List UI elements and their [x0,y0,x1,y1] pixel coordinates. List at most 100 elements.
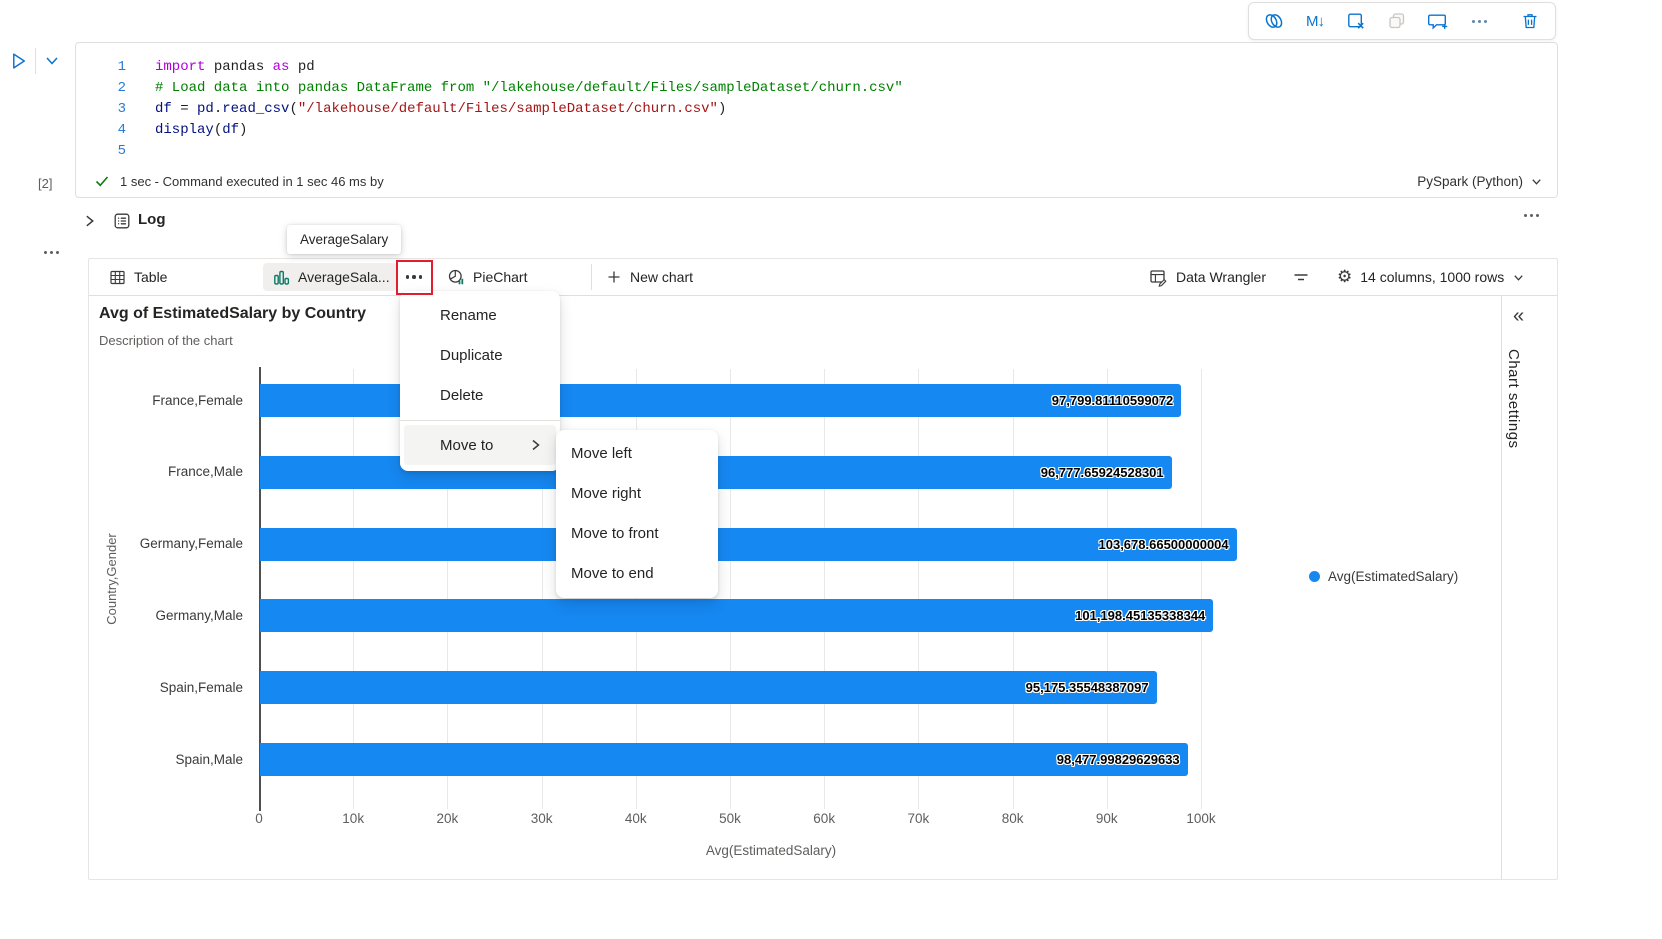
code-text[interactable]: df = pd.read_csv("/lakehouse/default/Fil… [155,101,727,117]
tab-piechart-label: PieChart [473,269,528,285]
chart-tab-more-icon[interactable] [399,263,429,291]
legend-swatch [1309,571,1320,582]
code-line: 1 import pandas as pd [76,57,1557,78]
x-tick-label: 60k [813,811,836,826]
bar-value-label: 96,777.65924528301 [1040,464,1164,480]
gridline [918,369,920,809]
x-tick-label: 70k [907,811,930,826]
chart-subtitle: Description of the chart [99,333,233,348]
legend-item[interactable]: Avg(EstimatedSalary) [1309,569,1458,584]
legend-label: Avg(EstimatedSalary) [1328,569,1459,584]
divider [591,264,592,290]
columns-rows-summary[interactable]: ⚙ 14 columns, 1000 rows [1337,259,1525,295]
new-chart-button[interactable]: New chart [606,259,693,295]
x-tick-label: 40k [624,811,647,826]
tab-table[interactable]: Table [109,259,167,295]
x-tick-label: 80k [1001,811,1024,826]
annotation-highlight-box [396,260,433,295]
comment-add-icon[interactable] [1427,11,1449,31]
line-number: 4 [117,122,126,138]
x-axis-title: Avg(EstimatedSalary) [705,843,837,858]
x-tick-label: 0 [255,811,263,826]
data-wrangler-button[interactable]: Data Wrangler [1149,259,1266,295]
y-axis-label: France,Female [152,392,243,408]
gridline [1201,369,1202,809]
submenu-item-move-left[interactable]: Move left [571,445,632,462]
gridline [824,369,826,809]
x-tick-label: 30k [530,811,553,826]
bar-chart-icon [273,269,290,286]
code-line: 4 display(df) [76,120,1557,141]
log-expand-chevron-icon[interactable] [82,213,97,229]
x-tick-label: 50k [719,811,741,826]
collapse-cell-icon[interactable] [44,54,60,68]
menu-item-duplicate[interactable]: Duplicate [440,347,503,364]
more-icon[interactable] [1468,11,1490,31]
menu-item-move-to[interactable]: Move to [404,425,556,465]
chart-bar: 95,175.35548387097 [260,671,1157,705]
menu-item-delete[interactable]: Delete [440,387,484,404]
copilot-icon[interactable] [1263,11,1285,31]
log-more-icon[interactable] [1524,214,1539,217]
execution-count: [2] [38,176,53,191]
copy-icon [1386,11,1408,31]
cell-status-bar: 1 sec - Command executed in 1 sec 46 ms … [94,173,1543,189]
code-text[interactable]: display(df) [155,122,248,138]
clear-cell-icon[interactable] [1345,11,1367,31]
chart-bar: 98,477.99829629633 [260,743,1188,776]
code-cell: 1 import pandas as pd 2 # Load data into pa… [75,42,1558,198]
submenu-item-move-right[interactable]: Move right [571,485,642,502]
plot-area: Country,Gender Avg(EstimatedSalary) Avg(… [89,259,1557,879]
y-axis-label: Germany,Female [139,536,243,552]
markdown-icon[interactable]: M↓ [1306,12,1325,30]
delete-icon[interactable] [1519,11,1541,31]
data-wrangler-label: Data Wrangler [1176,269,1267,285]
data-wrangler-icon [1149,268,1168,287]
submenu-item-move-to-end[interactable]: Move to end [571,565,654,582]
tab-average-salary-label: AverageSala... [298,269,390,285]
context-submenu: Move left Move right Move to front Move to … [556,430,718,598]
submenu-item-move-to-front[interactable]: Move to front [571,525,659,542]
cell-more-icon[interactable] [44,251,59,254]
chart-settings-label[interactable]: Chart settings [1505,349,1522,449]
plus-icon [606,269,622,285]
x-tick-label: 100k [1186,811,1216,826]
line-number: 2 [117,80,126,96]
bar-value-label: 95,175.35548387097 [1025,680,1149,696]
table-grid-icon [109,269,126,286]
chart-output-region: Table AverageSala... PieChart [88,258,1558,880]
divider [1501,295,1502,879]
submenu-items: Move left Move right Move to front Move to … [556,434,718,594]
menu-item-rename[interactable]: Rename [440,307,497,324]
new-chart-label: New chart [630,269,694,285]
tab-average-salary[interactable]: AverageSala... [263,263,397,291]
log-section-label[interactable]: Log [138,211,166,228]
line-number: 3 [117,101,126,117]
gridline [447,369,449,809]
cell-toolbar: M↓ [1248,2,1556,40]
success-check-icon [94,173,110,189]
y-axis-label: Spain,Male [175,751,243,767]
tab-piechart[interactable]: PieChart [447,259,527,295]
context-menu: Rename Duplicate Delete Move to [400,291,560,471]
code-text[interactable]: # Load data into pandas DataFrame from "… [155,80,903,96]
run-cell-button[interactable] [8,50,29,72]
y-axis-line [259,367,261,811]
bar-value-label: 103,678.66500000004 [1098,536,1229,552]
gridline [730,369,731,809]
gridline [1012,369,1014,809]
code-text[interactable]: import pandas as pd [155,59,315,75]
summary-label: 14 columns, 1000 rows [1360,269,1505,285]
x-tick-label: 20k [436,811,459,826]
filter-icon[interactable] [1291,259,1311,295]
code-text[interactable] [126,143,155,159]
code-line: 3 df = pd.read_csv("/lakehouse/default/Fi… [76,99,1557,120]
collapse-panel-icon[interactable]: « [1513,305,1525,327]
move-to-label: Move to [440,436,494,454]
code-lines: 1 import pandas as pd 2 # Load data into pa… [76,43,1557,162]
tab-table-label: Table [134,269,168,285]
y-axis-label: Spain,Female [159,679,243,695]
kernel-selector[interactable]: PySpark (Python) [1417,174,1543,189]
line-number: 1 [117,59,126,75]
